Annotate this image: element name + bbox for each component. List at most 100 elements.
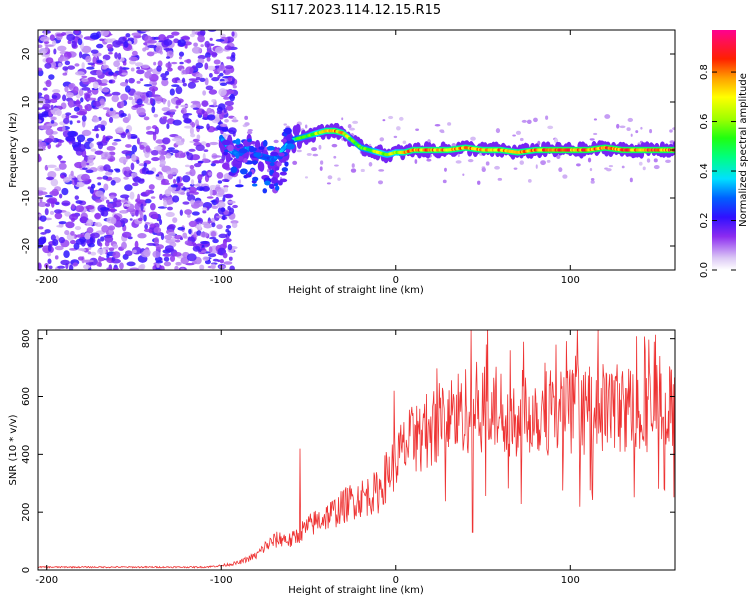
spectrogram-noise-blob bbox=[171, 138, 182, 142]
spectrogram-noise-blob bbox=[136, 159, 140, 164]
spectrogram-noise-blob bbox=[60, 259, 70, 266]
spectrogram-noise-blob bbox=[169, 113, 174, 118]
spectrogram-noise-blob bbox=[230, 54, 236, 62]
spectrogram-noise-blob bbox=[192, 245, 201, 252]
spectrogram-noise-blob bbox=[119, 66, 123, 74]
spectrogram-noise-blob bbox=[135, 209, 139, 217]
spectrogram-noise-blob bbox=[222, 252, 228, 259]
spectrogram-noise-blob bbox=[91, 128, 100, 132]
spectrogram-noise-blob bbox=[111, 91, 121, 96]
spectrogram-noise-blob bbox=[219, 72, 224, 77]
spectrogram-noise-blob bbox=[204, 52, 211, 59]
spectrogram-noise-blob bbox=[170, 184, 179, 188]
spectrogram-noise-blob bbox=[497, 177, 503, 181]
spectrogram-noise-blob bbox=[540, 160, 546, 166]
spectrogram-noise-blob bbox=[86, 97, 96, 101]
spectrogram-noise-blob bbox=[155, 267, 161, 270]
spectrogram-noise-blob bbox=[44, 194, 53, 198]
spectrogram-noise-blob bbox=[85, 205, 95, 210]
spectrogram-noise-blob bbox=[44, 229, 51, 234]
spectrogram-signal-blob bbox=[235, 152, 240, 159]
spectrogram-noise-blob bbox=[46, 164, 57, 168]
spectrogram-noise-blob bbox=[207, 65, 216, 71]
spectrogram-signal-blob bbox=[284, 161, 289, 167]
spectrogram-noise-blob bbox=[382, 119, 386, 122]
spectrogram-noise-blob bbox=[78, 143, 86, 152]
spectrogram-noise-blob bbox=[50, 178, 59, 187]
spectrogram-noise-blob bbox=[96, 59, 103, 64]
spectrogram-signal-blob bbox=[275, 185, 280, 191]
spectrogram-noise-blob bbox=[111, 94, 120, 103]
spectrogram-noise-blob bbox=[176, 176, 181, 184]
spectrogram-noise-blob bbox=[182, 201, 190, 205]
spectrogram-noise-blob bbox=[132, 249, 137, 254]
spectrogram-noise-blob bbox=[590, 178, 595, 181]
spectrogram-noise-blob bbox=[81, 129, 92, 137]
spectrogram-noise-blob bbox=[62, 66, 69, 71]
spectrogram-noise-blob bbox=[136, 69, 145, 75]
spectrogram-noise-blob bbox=[190, 133, 196, 138]
spectrogram-noise-blob bbox=[197, 54, 206, 60]
spectrogram-noise-blob bbox=[99, 242, 103, 247]
spectrogram-noise-blob bbox=[126, 261, 136, 267]
spectrogram-noise-blob bbox=[38, 47, 48, 55]
spectrogram-noise-blob bbox=[144, 223, 149, 230]
spectrogram-noise-blob bbox=[211, 189, 217, 196]
spectrogram-noise-blob bbox=[108, 247, 115, 252]
spectrogram-noise-blob bbox=[175, 99, 182, 106]
spectrogram-noise-blob bbox=[74, 181, 85, 188]
spectrogram-noise-blob bbox=[62, 125, 66, 132]
spectrogram-noise-blob bbox=[143, 162, 147, 168]
spectrogram-noise-blob bbox=[144, 198, 152, 204]
spectrogram-noise-blob bbox=[224, 100, 234, 107]
spectrogram-noise-blob bbox=[114, 52, 119, 59]
spectrogram-noise-blob bbox=[86, 66, 95, 70]
spectrogram-noise-blob bbox=[228, 256, 233, 261]
spectrogram-noise-blob bbox=[178, 56, 183, 60]
spectrogram-signal-blob bbox=[277, 180, 283, 186]
spectrogram-noise-blob bbox=[169, 88, 175, 96]
spectrogram-noise-blob bbox=[162, 116, 168, 120]
spectrogram-signal-blob bbox=[258, 146, 265, 150]
spectrogram-noise-blob bbox=[48, 74, 55, 80]
spectrogram-noise-blob bbox=[138, 264, 145, 270]
spectrogram-noise-blob bbox=[199, 187, 204, 191]
spectrogram-signal-blob bbox=[262, 188, 268, 194]
spectrogram-noise-blob bbox=[50, 119, 55, 124]
spectrogram-noise-blob bbox=[158, 150, 166, 156]
spectrogram-noise-blob bbox=[69, 239, 76, 245]
spectrogram-noise-blob bbox=[649, 129, 653, 134]
spectrogram-noise-blob bbox=[58, 236, 66, 244]
spectrogram-noise-blob bbox=[38, 44, 43, 49]
spectrogram-noise-blob bbox=[112, 267, 119, 270]
spectrogram-noise-blob bbox=[97, 142, 104, 150]
spectrogram-noise-blob bbox=[170, 61, 178, 65]
spectrogram-noise-blob bbox=[139, 144, 145, 150]
spectrogram-signal-blob bbox=[227, 144, 234, 152]
spectrogram-noise-blob bbox=[232, 116, 237, 120]
spectrogram-signal-blob bbox=[253, 152, 262, 158]
spectrogram-noise-blob bbox=[162, 137, 171, 145]
spectrogram-noise-blob bbox=[247, 128, 253, 132]
spectrogram-noise-blob bbox=[224, 119, 229, 123]
spectrogram-noise-blob bbox=[73, 86, 79, 94]
spectrogram-noise-blob bbox=[292, 160, 298, 165]
spectrogram-noise-blob bbox=[121, 231, 132, 238]
spectrogram-noise-blob bbox=[495, 128, 501, 134]
spectrogram-noise-blob bbox=[203, 149, 209, 153]
spectrogram-noise-blob bbox=[42, 87, 48, 91]
spectrogram-noise-blob bbox=[91, 117, 100, 123]
spectrogram-noise-blob bbox=[377, 180, 384, 185]
spectrogram-noise-blob bbox=[129, 218, 133, 221]
spectrogram-noise-blob bbox=[81, 115, 87, 122]
spectrogram-noise-blob bbox=[67, 40, 72, 45]
spectrogram-noise-blob bbox=[672, 127, 675, 131]
spectrogram-noise-blob bbox=[217, 180, 223, 184]
spectrogram-noise-blob bbox=[42, 103, 51, 110]
spectrogram-noise-blob bbox=[232, 204, 238, 209]
spectrogram-noise-blob bbox=[180, 256, 190, 265]
spectrogram-noise-blob bbox=[171, 31, 180, 36]
spectrogram-noise-blob bbox=[61, 187, 69, 196]
spectrogram-noise-blob bbox=[82, 167, 88, 171]
spectrogram-noise-blob bbox=[70, 170, 74, 177]
